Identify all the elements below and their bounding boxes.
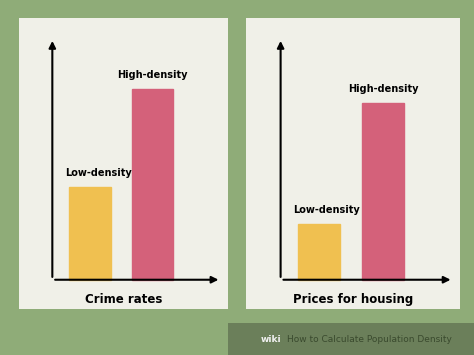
Text: High-density: High-density — [348, 84, 418, 94]
Text: High-density: High-density — [117, 70, 188, 80]
Text: Prices for housing: Prices for housing — [293, 293, 413, 306]
Text: Low-density: Low-density — [65, 168, 132, 178]
Text: wiki: wiki — [261, 334, 282, 344]
Bar — [362, 103, 404, 280]
Text: Low-density: Low-density — [293, 205, 360, 215]
Bar — [298, 224, 340, 280]
Bar — [69, 187, 111, 280]
Text: Crime rates: Crime rates — [84, 293, 162, 306]
Bar — [132, 89, 173, 280]
Text: How to Calculate Population Density: How to Calculate Population Density — [287, 334, 452, 344]
